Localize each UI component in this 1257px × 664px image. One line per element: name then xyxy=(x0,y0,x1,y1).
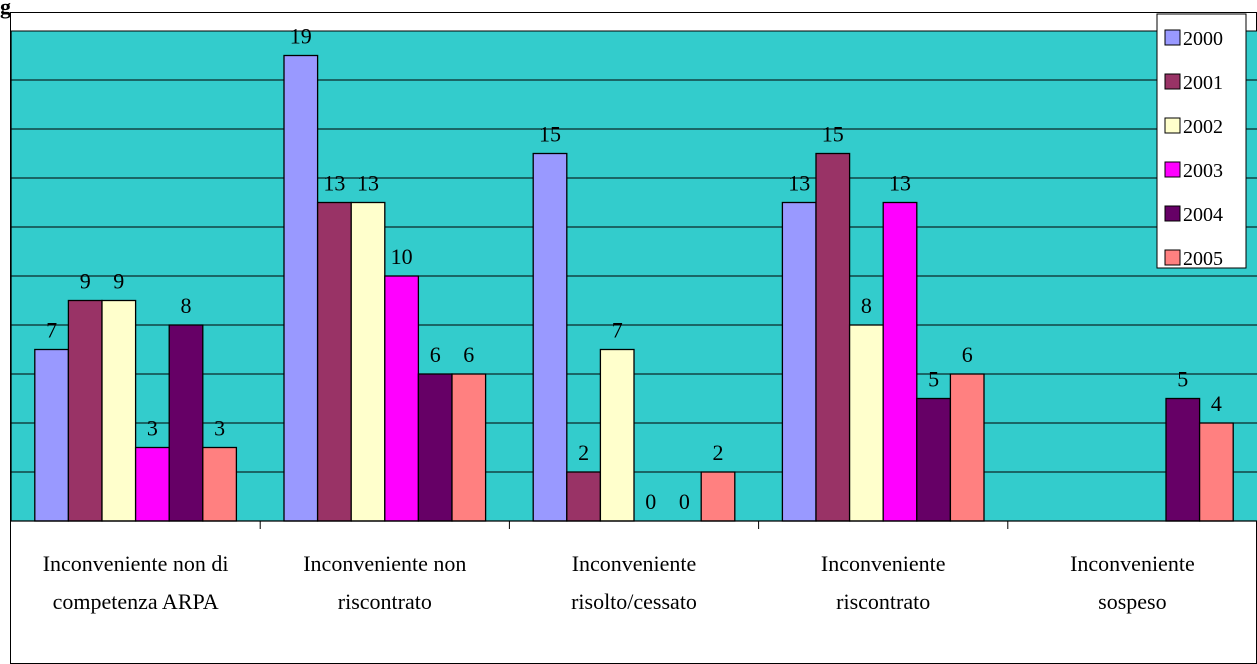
category-label: Inconveniente xyxy=(1070,551,1195,576)
bar-2004 xyxy=(417,373,453,522)
bar-2000 xyxy=(532,152,568,522)
bar-2005 xyxy=(451,373,487,522)
category-label: risolto/cessato xyxy=(571,589,697,614)
bar-2003 xyxy=(134,446,170,522)
data-label: 7 xyxy=(612,318,623,343)
bar-2000 xyxy=(34,348,70,522)
data-label: 8 xyxy=(861,293,872,318)
bar-2005 xyxy=(949,373,985,522)
category-label: Inconveniente xyxy=(572,551,697,576)
data-label: 2 xyxy=(578,440,589,465)
legend-label: 2001 xyxy=(1183,72,1223,94)
bar-2004 xyxy=(1165,397,1201,522)
corner-text: g xyxy=(0,0,11,19)
bar-2000 xyxy=(781,201,817,522)
bar-2003 xyxy=(384,275,420,522)
data-label: 13 xyxy=(357,171,379,196)
data-label: 10 xyxy=(391,244,413,269)
bar-2001 xyxy=(67,299,103,522)
legend-swatch xyxy=(1164,73,1181,90)
data-label: 6 xyxy=(463,342,474,367)
category-label: sospeso xyxy=(1098,589,1166,614)
category-label: competenza ARPA xyxy=(53,589,219,614)
legend-label: 2002 xyxy=(1183,116,1223,138)
legend-label: 2000 xyxy=(1183,28,1223,50)
category-label: riscontrato xyxy=(338,589,432,614)
legend-swatch xyxy=(1164,161,1181,178)
legend-box xyxy=(1156,13,1247,269)
data-label: 19 xyxy=(290,24,312,49)
bar-2004 xyxy=(916,397,952,522)
data-label: 5 xyxy=(928,367,939,392)
bar-2001 xyxy=(815,152,851,522)
data-label: 3 xyxy=(147,416,158,441)
data-label: 0 xyxy=(679,489,690,514)
data-label: 2 xyxy=(713,440,724,465)
bar-2005 xyxy=(700,471,736,522)
data-label: 9 xyxy=(80,269,91,294)
legend-label: 2003 xyxy=(1183,160,1223,182)
data-label: 5 xyxy=(1177,367,1188,392)
data-label: 15 xyxy=(822,122,844,147)
legend-swatch xyxy=(1164,29,1181,46)
data-label: 0 xyxy=(645,489,656,514)
data-label: 3 xyxy=(214,416,225,441)
bar-2003 xyxy=(882,201,918,522)
legend-swatch xyxy=(1164,249,1181,266)
bar-2001 xyxy=(316,201,352,522)
bar-2002 xyxy=(350,201,386,522)
bar-2002 xyxy=(599,348,635,522)
legend-swatch xyxy=(1164,117,1181,134)
bar-2002 xyxy=(848,324,884,522)
data-label: 8 xyxy=(181,293,192,318)
category-label: Inconveniente non xyxy=(303,551,466,576)
legend-swatch xyxy=(1164,205,1181,222)
category-label: Inconveniente non di xyxy=(43,551,229,576)
bar-2004 xyxy=(168,324,204,522)
bar-2005 xyxy=(202,446,238,522)
data-label: 4 xyxy=(1211,391,1222,416)
data-label: 13 xyxy=(788,171,810,196)
category-label: Inconveniente xyxy=(821,551,946,576)
data-label: 6 xyxy=(962,342,973,367)
legend-label: 2004 xyxy=(1183,204,1223,226)
legend-label: 2005 xyxy=(1183,248,1223,270)
bar-2000 xyxy=(283,54,319,522)
bar-2002 xyxy=(101,299,137,522)
bar-2005 xyxy=(1198,422,1234,522)
data-label: 13 xyxy=(323,171,345,196)
data-label: 15 xyxy=(539,122,561,147)
category-label: riscontrato xyxy=(836,589,930,614)
data-label: 6 xyxy=(430,342,441,367)
data-label: 13 xyxy=(889,171,911,196)
data-label: 9 xyxy=(113,269,124,294)
bar-2001 xyxy=(566,471,602,522)
data-label: 7 xyxy=(46,318,57,343)
